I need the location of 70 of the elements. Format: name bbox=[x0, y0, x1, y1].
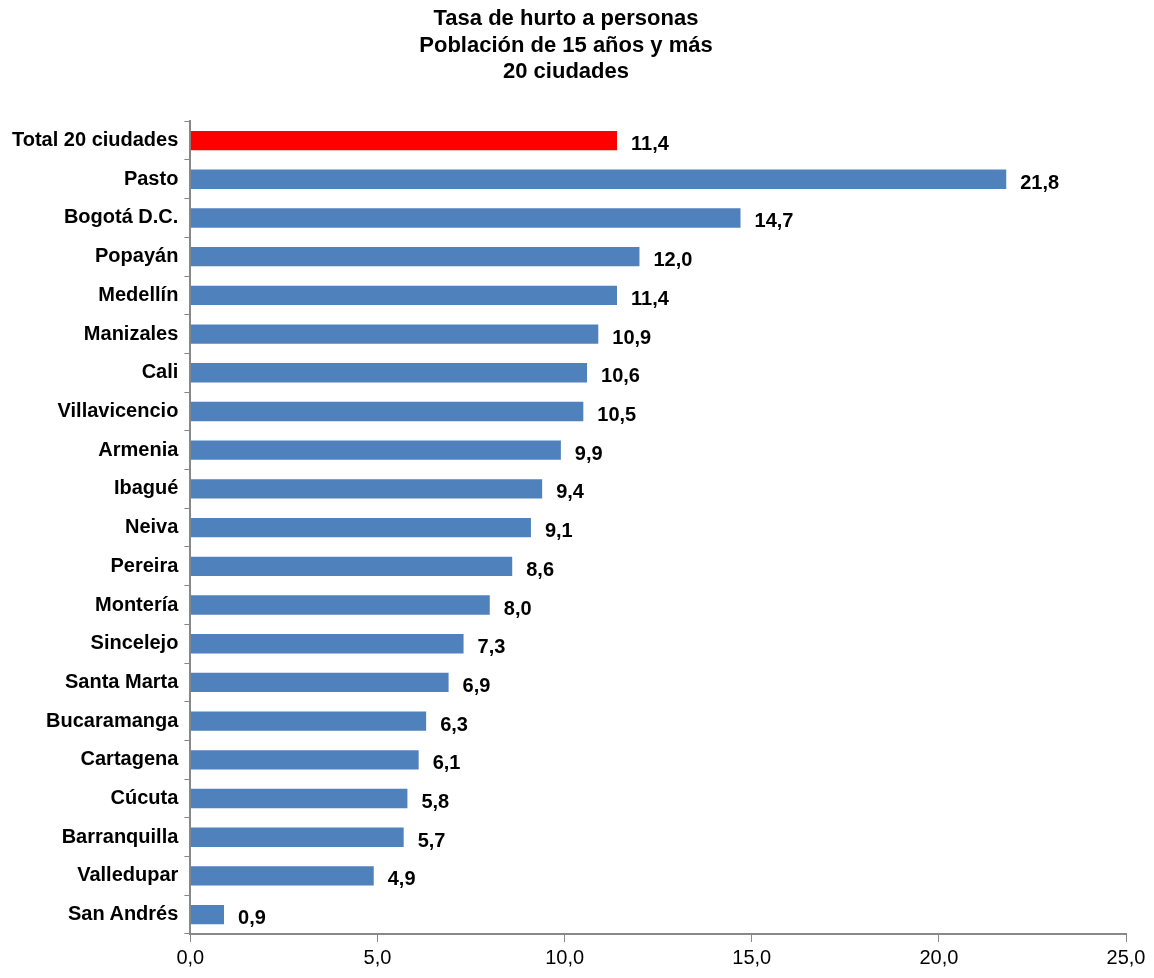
y-tick-label: Total 20 ciudades bbox=[11, 128, 179, 151]
y-tick-label: Ibagué bbox=[113, 476, 179, 499]
y-tick-label: Barranquilla bbox=[61, 824, 180, 847]
data-label: 0,9 bbox=[238, 906, 266, 929]
y-tick-label: Cali bbox=[141, 360, 179, 383]
data-label: 7,3 bbox=[477, 635, 506, 658]
data-label: 8,6 bbox=[526, 557, 555, 580]
data-label: 9,4 bbox=[556, 480, 585, 503]
bar bbox=[190, 556, 513, 576]
data-label: 11,4 bbox=[631, 132, 670, 155]
y-tick-label: Pereira bbox=[110, 553, 180, 576]
data-label: 5,8 bbox=[421, 790, 450, 813]
y-tick-label: Villavicencio bbox=[57, 399, 179, 421]
y-tick-label: Montería bbox=[95, 592, 180, 615]
x-tick-label: 15,0 bbox=[732, 945, 772, 968]
bar bbox=[190, 672, 449, 693]
data-label: 10,5 bbox=[597, 403, 637, 425]
y-tick-label: San Andrés bbox=[67, 902, 179, 925]
x-tick-label: 5,0 bbox=[363, 945, 392, 968]
y-tick-label: Bogotá D.C. bbox=[63, 205, 179, 228]
y-tick-label: Neiva bbox=[124, 515, 180, 538]
data-label: 9,1 bbox=[544, 519, 573, 542]
y-tick-label: Manizales bbox=[83, 321, 179, 344]
chart-title: Tasa de hurto a personas Población de 15 años y más 20 ciudades bbox=[419, 5, 713, 84]
x-tick-label: 20,0 bbox=[919, 945, 959, 968]
y-tick-label: Popayán bbox=[94, 244, 179, 267]
bar bbox=[190, 479, 543, 499]
bar bbox=[190, 788, 408, 809]
y-tick-label: Cúcuta bbox=[110, 786, 180, 809]
bar bbox=[190, 208, 741, 228]
data-label: 5,7 bbox=[417, 828, 446, 851]
bar bbox=[190, 595, 490, 615]
data-label: 14,7 bbox=[754, 209, 794, 232]
bar bbox=[190, 711, 427, 731]
bar bbox=[190, 904, 225, 925]
data-label: 12,0 bbox=[653, 248, 693, 271]
bar bbox=[190, 363, 588, 383]
bar bbox=[190, 866, 374, 886]
y-tick-label: Sincelejo bbox=[90, 631, 179, 654]
data-label: 8,0 bbox=[503, 596, 532, 619]
data-label: 11,4 bbox=[631, 286, 670, 309]
y-tick-label: Valledupar bbox=[77, 863, 179, 886]
y-tick-label: Santa Marta bbox=[64, 669, 180, 692]
bar bbox=[190, 827, 404, 847]
y-tick-label: Cartagena bbox=[80, 747, 180, 770]
data-label: 10,9 bbox=[612, 325, 652, 348]
y-tick-label: Bucaramanga bbox=[46, 708, 180, 731]
bar bbox=[190, 324, 599, 344]
data-label: 6,3 bbox=[440, 712, 468, 735]
bar bbox=[190, 130, 618, 151]
bar bbox=[190, 440, 561, 460]
data-label: 21,8 bbox=[1020, 170, 1060, 193]
x-tick-label: 10,0 bbox=[545, 945, 585, 968]
data-label: 6,9 bbox=[462, 673, 491, 696]
bar bbox=[190, 750, 419, 770]
data-label: 10,6 bbox=[601, 364, 640, 387]
data-label: 4,9 bbox=[387, 867, 416, 890]
bar bbox=[190, 401, 584, 422]
data-label: 9,9 bbox=[574, 441, 603, 464]
bar bbox=[190, 246, 640, 267]
bar bbox=[190, 169, 1007, 189]
data-label: 6,1 bbox=[432, 751, 461, 774]
bar bbox=[190, 285, 618, 306]
y-tick-label: Medellín bbox=[98, 282, 179, 305]
y-tick-label: Pasto bbox=[123, 166, 179, 189]
x-tick-label: 25,0 bbox=[1106, 945, 1146, 968]
x-tick-label: 0,0 bbox=[176, 945, 205, 968]
bar bbox=[190, 634, 464, 654]
bar bbox=[190, 517, 531, 538]
y-tick-label: Armenia bbox=[98, 437, 180, 460]
